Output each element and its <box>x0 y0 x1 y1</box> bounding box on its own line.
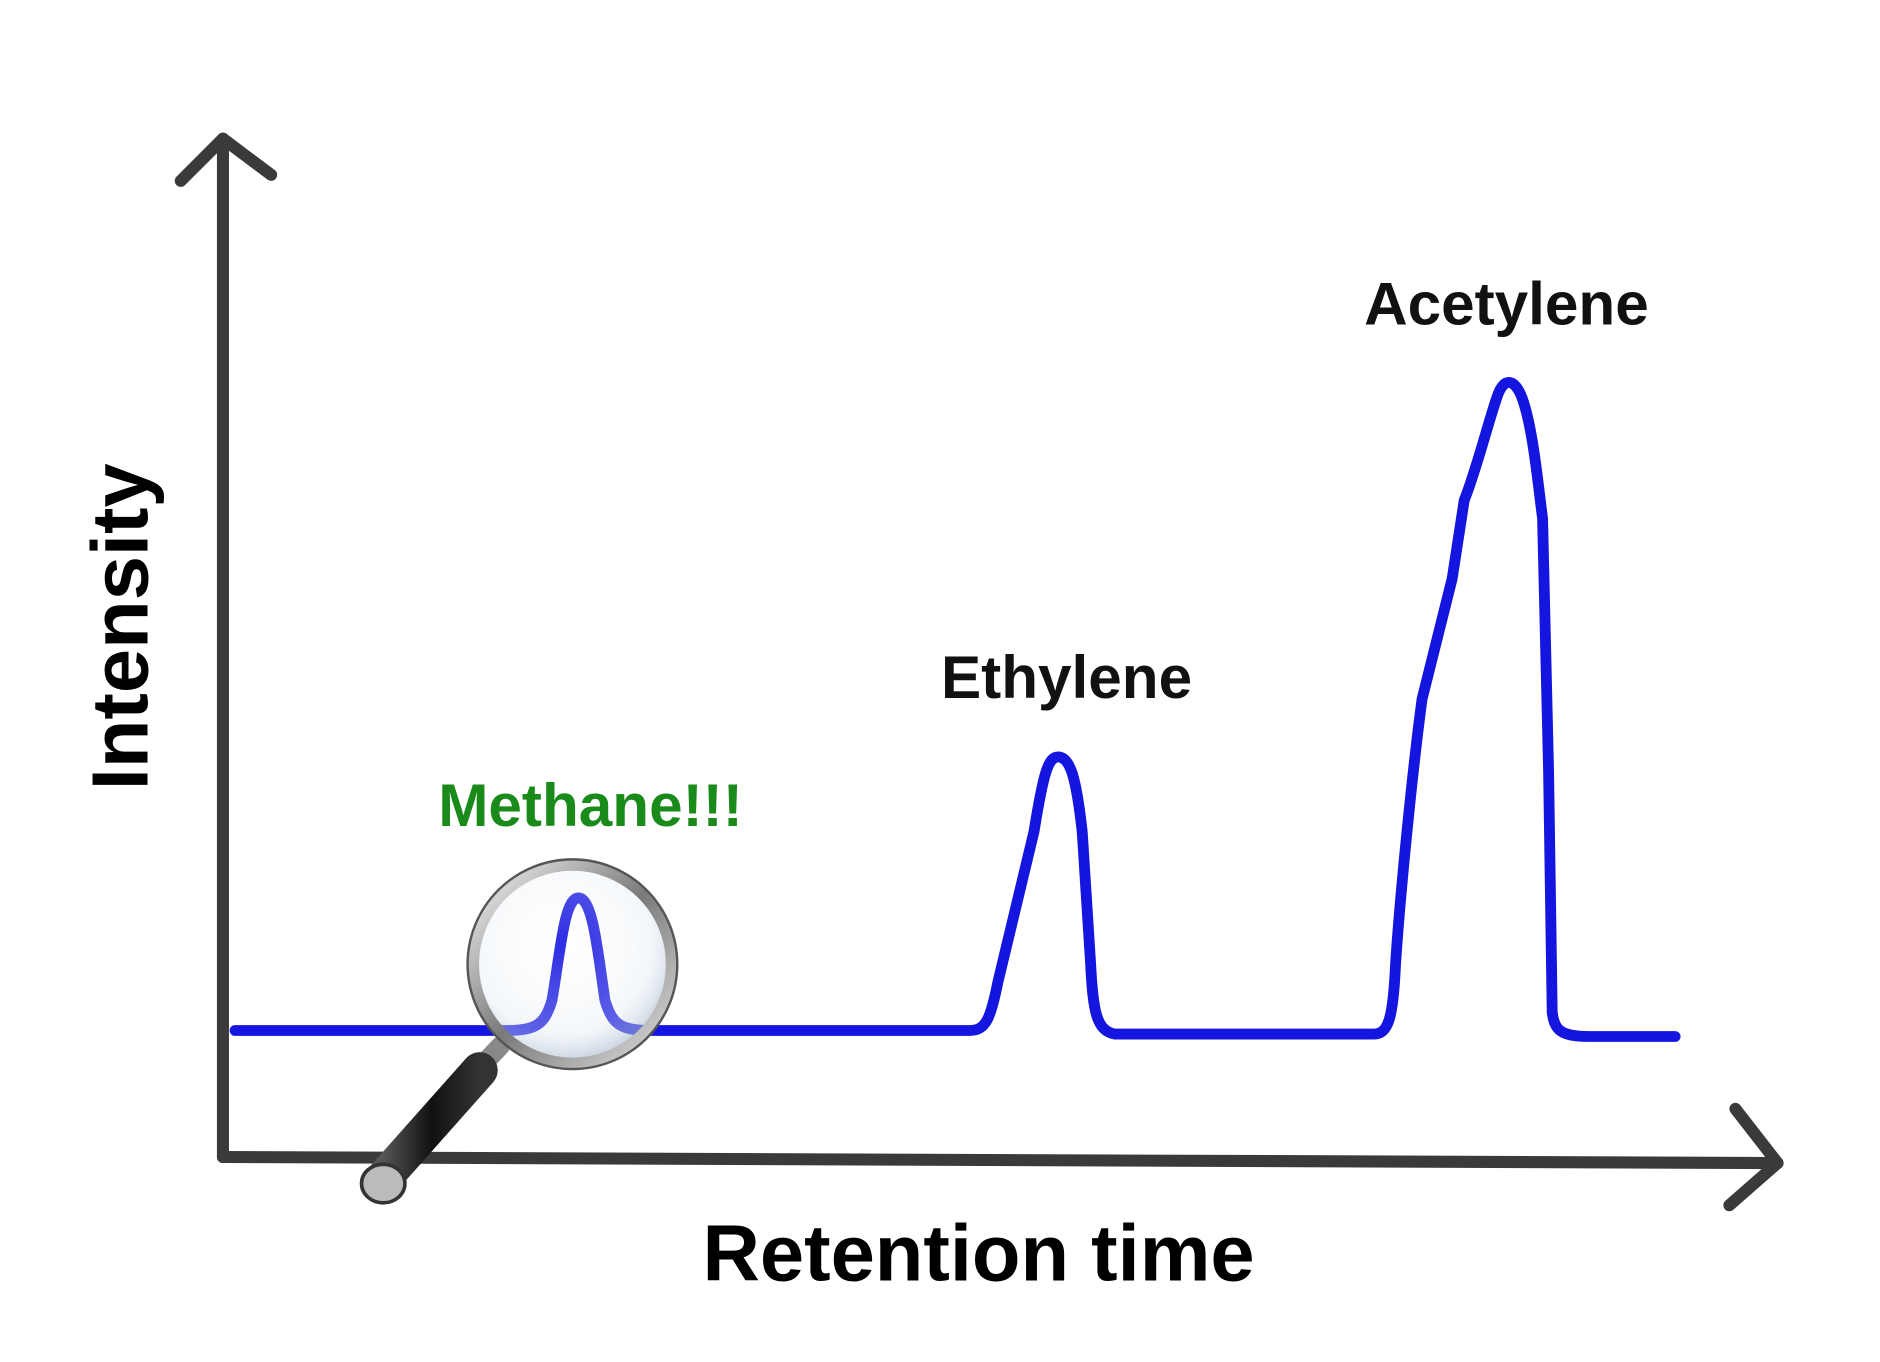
magnifier-lens <box>473 865 672 1064</box>
magnifier-rim <box>468 859 677 1069</box>
x-axis <box>216 1151 1784 1170</box>
magnifier-rim-edge <box>466 858 679 1071</box>
x-axis-label: Retention time <box>702 1208 1254 1297</box>
magnifier <box>359 858 679 1205</box>
y-axis-arrow <box>174 132 278 187</box>
peak-label-acetylene: Acetylene <box>1364 270 1649 338</box>
x-axis-arrow <box>1723 1102 1784 1212</box>
axes <box>174 132 1784 1212</box>
peak-label-ethylene: Ethylene <box>941 643 1192 711</box>
magnifier-handle <box>365 1052 498 1197</box>
peak-label-methane: Methane!!! <box>438 771 743 839</box>
magnifier-cap <box>359 1162 407 1205</box>
y-axis-label: Intensity <box>76 463 165 790</box>
